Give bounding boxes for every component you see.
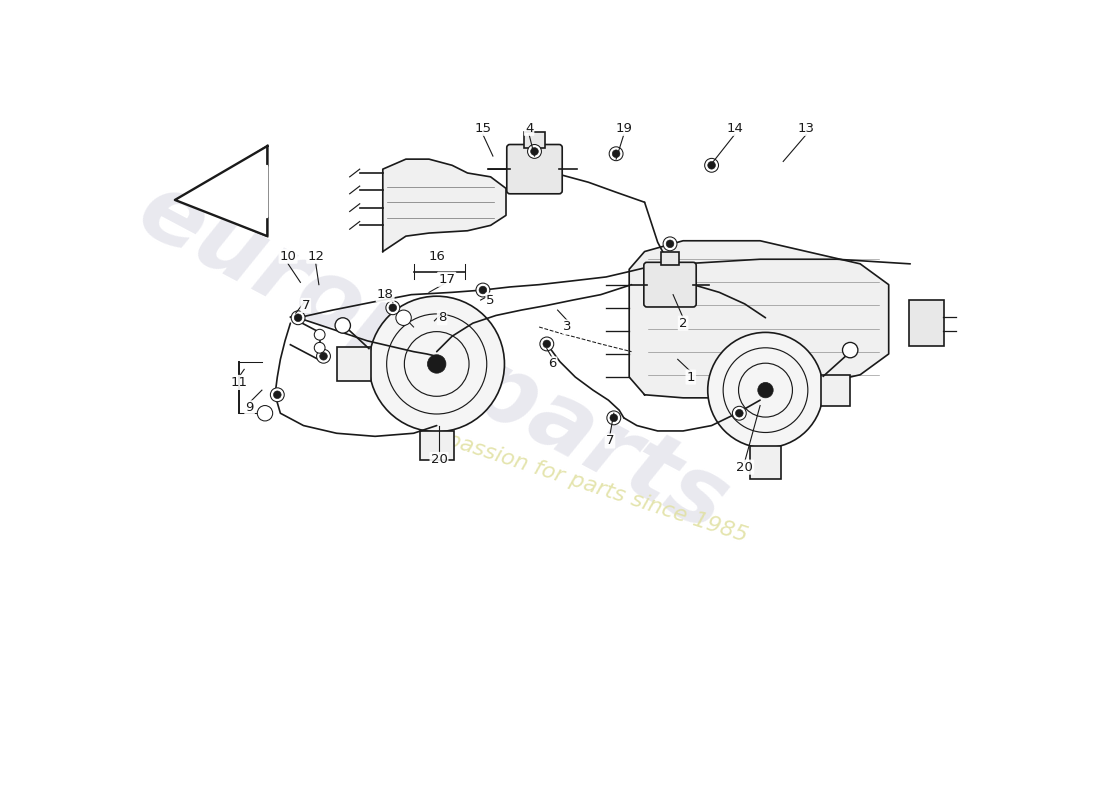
Circle shape xyxy=(257,406,273,421)
Circle shape xyxy=(315,330,326,340)
Bar xyxy=(750,446,781,478)
Circle shape xyxy=(368,296,505,432)
Text: 20: 20 xyxy=(736,461,754,474)
Bar xyxy=(661,251,680,266)
Bar xyxy=(337,347,372,381)
Text: 6: 6 xyxy=(548,358,557,370)
Text: 1: 1 xyxy=(686,370,695,383)
Circle shape xyxy=(667,240,674,248)
Text: 16: 16 xyxy=(428,250,446,262)
Bar xyxy=(821,374,850,406)
Circle shape xyxy=(736,410,744,417)
Circle shape xyxy=(733,406,746,420)
Text: 15: 15 xyxy=(474,122,492,135)
Circle shape xyxy=(843,342,858,358)
Text: 4: 4 xyxy=(525,122,533,135)
Text: 17: 17 xyxy=(438,273,455,286)
Circle shape xyxy=(428,354,446,373)
Text: 2: 2 xyxy=(679,317,688,330)
Circle shape xyxy=(336,318,351,333)
Text: 13: 13 xyxy=(798,122,815,135)
Text: 9: 9 xyxy=(245,402,254,414)
Circle shape xyxy=(528,145,541,158)
Circle shape xyxy=(292,311,305,325)
Circle shape xyxy=(707,332,823,448)
Circle shape xyxy=(274,391,282,398)
Circle shape xyxy=(386,301,399,314)
Bar xyxy=(524,132,546,147)
Circle shape xyxy=(540,337,553,351)
Polygon shape xyxy=(180,146,267,236)
Text: a passion for parts since 1985: a passion for parts since 1985 xyxy=(424,423,750,546)
Text: 11: 11 xyxy=(230,376,248,389)
Text: 7: 7 xyxy=(301,299,310,312)
Bar xyxy=(420,431,453,460)
Circle shape xyxy=(663,237,676,250)
Circle shape xyxy=(705,158,718,172)
Text: 19: 19 xyxy=(615,122,632,135)
Circle shape xyxy=(707,162,715,169)
FancyBboxPatch shape xyxy=(909,300,944,346)
Circle shape xyxy=(480,286,487,294)
Circle shape xyxy=(609,414,618,422)
Circle shape xyxy=(317,350,330,363)
Circle shape xyxy=(609,147,623,161)
Text: 5: 5 xyxy=(486,294,495,306)
Circle shape xyxy=(530,147,538,155)
Polygon shape xyxy=(383,159,506,251)
Text: 14: 14 xyxy=(726,122,744,135)
Circle shape xyxy=(613,150,620,158)
Text: 12: 12 xyxy=(307,250,324,262)
Circle shape xyxy=(315,342,326,353)
Text: 20: 20 xyxy=(430,453,448,466)
Circle shape xyxy=(295,314,301,322)
Polygon shape xyxy=(196,166,267,218)
Circle shape xyxy=(389,304,397,312)
Circle shape xyxy=(543,340,551,348)
Text: 8: 8 xyxy=(438,311,447,324)
Text: europeparts: europeparts xyxy=(122,164,744,552)
Polygon shape xyxy=(175,146,267,236)
Circle shape xyxy=(607,411,620,425)
FancyBboxPatch shape xyxy=(507,145,562,194)
Text: 3: 3 xyxy=(563,321,572,334)
Polygon shape xyxy=(629,241,889,398)
Text: 7: 7 xyxy=(606,434,614,447)
Circle shape xyxy=(476,283,490,297)
Circle shape xyxy=(271,388,284,402)
Circle shape xyxy=(758,382,773,398)
Text: 10: 10 xyxy=(279,250,297,262)
Circle shape xyxy=(396,310,411,326)
FancyBboxPatch shape xyxy=(644,262,696,307)
Circle shape xyxy=(320,353,328,360)
Text: 18: 18 xyxy=(376,288,394,301)
